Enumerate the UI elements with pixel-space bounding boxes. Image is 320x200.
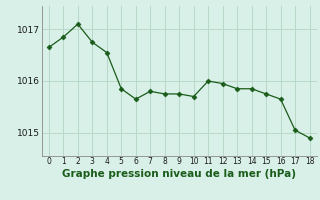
X-axis label: Graphe pression niveau de la mer (hPa): Graphe pression niveau de la mer (hPa) <box>62 169 296 179</box>
